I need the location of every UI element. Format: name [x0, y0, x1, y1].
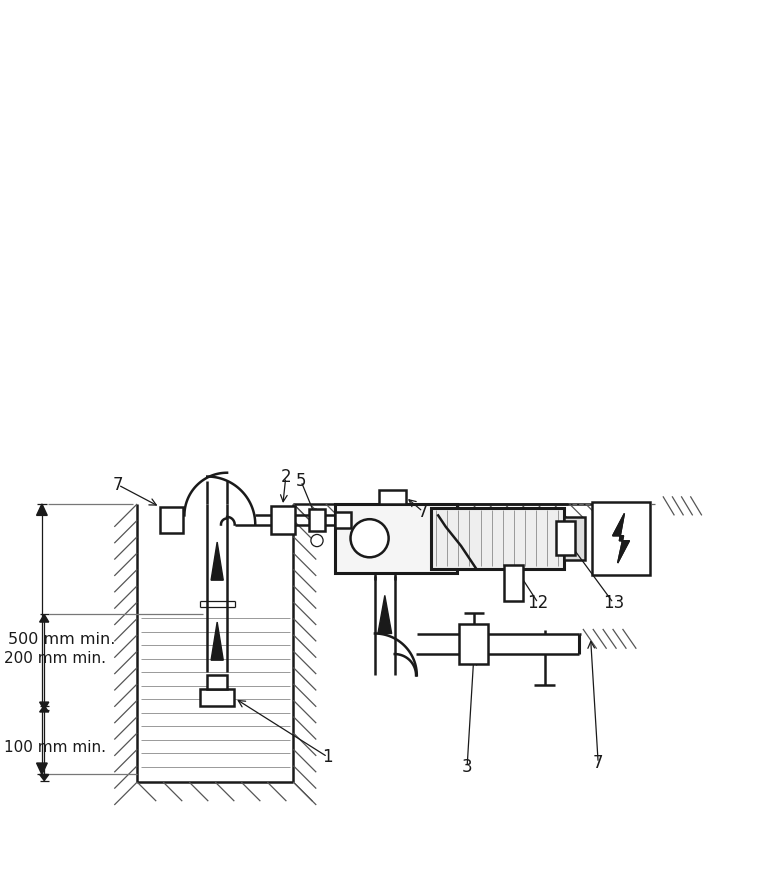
Text: 7: 7: [593, 754, 604, 772]
Bar: [431, 508, 564, 569]
Bar: [504, 565, 523, 602]
Bar: [335, 511, 351, 528]
Polygon shape: [40, 702, 49, 710]
Text: 12: 12: [527, 594, 549, 612]
Text: 2: 2: [280, 469, 291, 486]
Bar: [207, 675, 227, 689]
Polygon shape: [37, 504, 47, 516]
Text: 100 mm min.: 100 mm min.: [4, 740, 106, 755]
Bar: [335, 504, 457, 572]
Bar: [271, 506, 295, 534]
Polygon shape: [37, 763, 47, 774]
Bar: [564, 517, 585, 560]
Polygon shape: [40, 615, 49, 622]
Polygon shape: [613, 514, 629, 563]
Text: 13: 13: [603, 594, 624, 612]
Polygon shape: [40, 774, 49, 781]
Circle shape: [351, 519, 389, 557]
Polygon shape: [378, 595, 392, 633]
Polygon shape: [211, 542, 223, 580]
Bar: [309, 509, 325, 532]
Text: 500 mm min.: 500 mm min.: [8, 632, 115, 647]
Circle shape: [311, 534, 323, 547]
Text: 7: 7: [113, 476, 123, 494]
Polygon shape: [211, 622, 223, 660]
Bar: [459, 624, 488, 664]
Bar: [379, 490, 405, 504]
Text: 3: 3: [462, 758, 472, 776]
Text: 200 mm min.: 200 mm min.: [4, 650, 106, 665]
Polygon shape: [613, 514, 629, 563]
Bar: [592, 501, 650, 575]
Polygon shape: [40, 706, 49, 712]
Bar: [556, 522, 575, 555]
Text: 1: 1: [322, 748, 333, 766]
Bar: [160, 507, 183, 532]
Text: 7: 7: [418, 502, 428, 521]
Bar: [200, 689, 234, 706]
Text: 5: 5: [296, 472, 306, 490]
